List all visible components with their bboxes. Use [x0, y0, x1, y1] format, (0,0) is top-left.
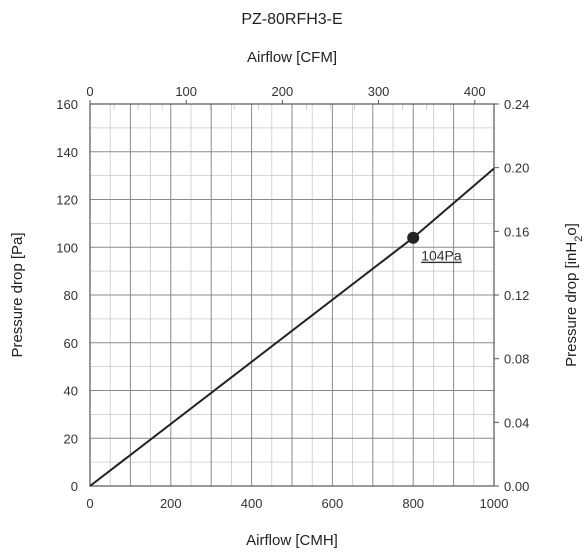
x-axis-title: Airflow [CMH]: [246, 532, 338, 549]
y2-tick-label: 0.08: [504, 352, 529, 367]
y2-tick-label: 0.16: [504, 224, 529, 239]
chart-title: PZ-80RFH3-E: [241, 11, 342, 28]
y2-tick-label: 0.20: [504, 161, 529, 176]
x-tick-label: 0: [86, 496, 93, 511]
y2-tick-label: 0.24: [504, 97, 529, 112]
y-tick-label: 140: [56, 145, 78, 160]
y-tick-label: 160: [56, 97, 78, 112]
y-axis-title: Pressure drop [Pa]: [9, 232, 26, 357]
y-tick-label: 20: [64, 431, 78, 446]
y-tick-label: 100: [56, 240, 78, 255]
x-tick-label: 800: [402, 496, 424, 511]
y-tick-label: 80: [64, 288, 78, 303]
x2-tick-label: 100: [175, 84, 197, 99]
y2-axis-title: Pressure drop [inH2o]: [563, 223, 585, 367]
x2-tick-label: 400: [464, 84, 486, 99]
y-tick-label: 60: [64, 336, 78, 351]
y-tick-label: 120: [56, 193, 78, 208]
tick-labels: 0 200 400 600 800 1000 0 20 40 60 80 100 120 140 160 0 1…: [56, 84, 529, 511]
x2-axis-title: Airflow [CFM]: [247, 49, 337, 66]
x2-tick-label: 200: [272, 84, 294, 99]
y-tick-label: 40: [64, 384, 78, 399]
x-tick-label: 1000: [480, 496, 509, 511]
x-tick-label: 400: [241, 496, 263, 511]
operating-point-marker: [407, 231, 420, 244]
operating-point-label: 104Pa: [421, 248, 462, 264]
y2-tick-label: 0.00: [504, 479, 529, 494]
grid: [90, 104, 494, 486]
series-layer: 104Pa: [89, 167, 495, 487]
x2-tick-label: 300: [368, 84, 390, 99]
y2-tick-label: 0.12: [504, 288, 529, 303]
x-tick-label: 600: [322, 496, 344, 511]
x-tick-label: 200: [160, 496, 182, 511]
y2-tick-label: 0.04: [504, 415, 529, 430]
y-tick-label: 0: [71, 479, 78, 494]
x2-tick-label: 0: [86, 84, 93, 99]
